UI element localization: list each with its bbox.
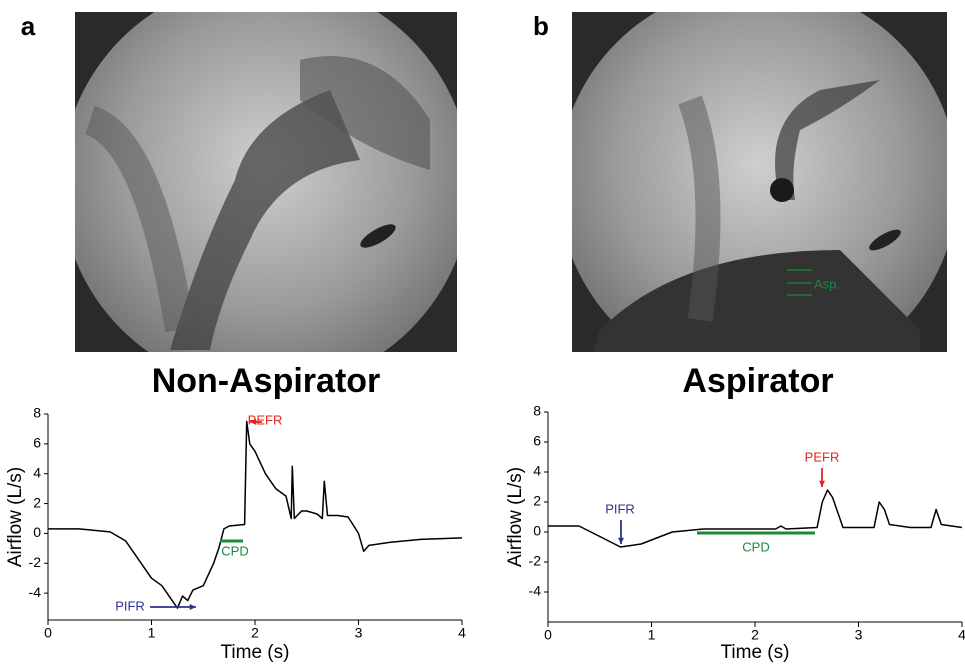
annotation: PIFR	[605, 501, 635, 516]
y-tick-label: 0	[533, 523, 541, 539]
panel-label: b	[533, 11, 549, 41]
arrow-head	[189, 604, 196, 610]
annotation: PEFR	[248, 412, 283, 427]
y-tick-label: 6	[533, 433, 541, 449]
x-tick-label: 0	[44, 625, 52, 641]
x-tick-label: 3	[355, 625, 363, 641]
y-tick-label: 8	[33, 405, 41, 421]
data-line	[48, 420, 463, 609]
y-axis-label: Airflow (L/s)	[505, 467, 526, 567]
annotation: PEFR	[805, 449, 840, 464]
y-tick-label: 2	[533, 493, 541, 509]
arrow-head	[618, 537, 624, 544]
x-axis-label: Time (s)	[221, 642, 290, 663]
xray-image-a	[75, 12, 457, 352]
data-line	[548, 489, 963, 548]
y-tick-label: -2	[29, 554, 42, 570]
image-annotation: Asp.	[814, 276, 840, 291]
x-tick-label: 1	[648, 627, 656, 643]
image-title: Non-Aspirator	[152, 362, 381, 400]
y-tick-label: 4	[33, 464, 41, 480]
arrow-head	[819, 480, 825, 487]
x-tick-label: 3	[855, 627, 863, 643]
annotation: CPD	[221, 543, 248, 558]
panel-label: a	[21, 11, 36, 41]
y-tick-label: 4	[533, 463, 541, 479]
x-tick-label: 0	[544, 627, 552, 643]
y-axis-label: Airflow (L/s)	[5, 467, 26, 567]
xray-image-b	[572, 12, 947, 352]
x-tick-label: 4	[458, 625, 466, 641]
arrow-head	[250, 419, 257, 425]
x-tick-label: 4	[958, 627, 965, 643]
y-tick-label: 0	[33, 524, 41, 540]
image-title: Aspirator	[682, 362, 833, 400]
y-tick-label: 6	[33, 435, 41, 451]
x-axis-label: Time (s)	[721, 642, 790, 663]
annotation: CPD	[742, 539, 769, 554]
x-tick-label: 2	[251, 625, 259, 641]
y-tick-label: -4	[29, 584, 42, 600]
y-tick-label: -2	[529, 553, 542, 569]
x-tick-label: 2	[751, 627, 759, 643]
y-tick-label: 8	[533, 403, 541, 419]
y-tick-label: 2	[33, 494, 41, 510]
x-tick-label: 1	[148, 625, 156, 641]
y-tick-label: -4	[529, 583, 542, 599]
annotation: PIFR	[115, 598, 145, 613]
